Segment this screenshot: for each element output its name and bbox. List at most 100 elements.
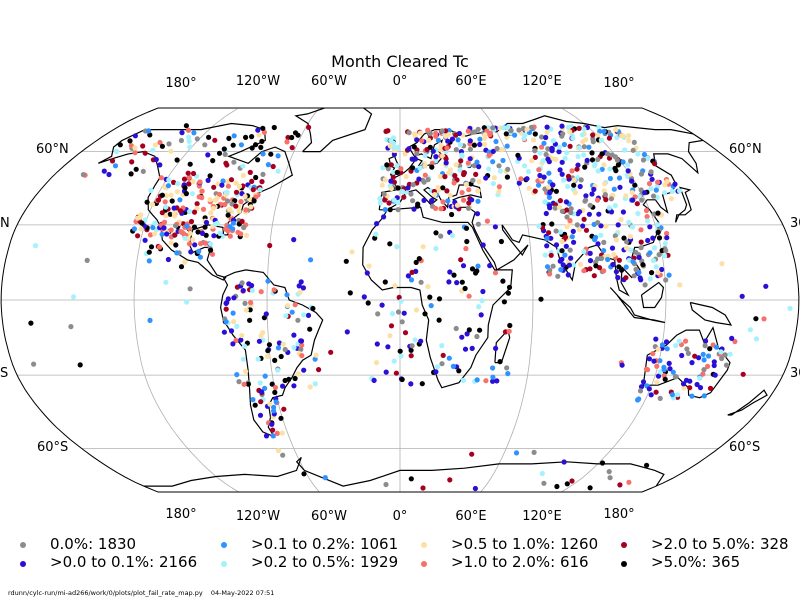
station-dot <box>408 353 414 359</box>
station-dot <box>377 200 383 206</box>
station-dot <box>106 171 112 178</box>
station-dot <box>632 182 638 188</box>
station-dot <box>596 211 602 217</box>
station-dot <box>483 175 489 181</box>
station-dot <box>393 370 399 376</box>
station-dot <box>718 349 724 355</box>
station-dot <box>589 150 595 156</box>
station-dot <box>272 384 278 391</box>
station-dot <box>532 188 538 194</box>
station-dot <box>202 224 208 230</box>
station-dot <box>753 316 759 322</box>
station-dot <box>467 156 473 162</box>
station-dot <box>607 475 613 481</box>
station-dot <box>147 232 154 238</box>
station-dot <box>198 241 204 247</box>
station-dot <box>226 135 232 141</box>
station-dot <box>470 177 476 183</box>
station-dot <box>301 312 307 318</box>
station-dot <box>422 311 428 317</box>
station-dot <box>624 239 630 245</box>
station-dot <box>531 137 537 143</box>
station-dot <box>361 294 367 300</box>
legend-label: >5.0%: 365 <box>651 553 741 571</box>
station-dot <box>427 294 433 300</box>
station-dot <box>261 129 267 135</box>
station-dot <box>247 307 253 313</box>
station-dot <box>740 371 746 377</box>
station-dot <box>601 239 607 245</box>
meridian-line <box>480 108 534 493</box>
station-dot <box>464 331 470 337</box>
station-dot <box>374 221 380 227</box>
station-dot <box>542 199 548 205</box>
station-dot <box>191 209 198 215</box>
station-dot <box>712 372 718 378</box>
station-dot <box>169 198 175 204</box>
station-dot <box>270 163 276 170</box>
station-dot <box>147 317 153 323</box>
station-dot <box>546 170 552 176</box>
station-dot <box>458 257 464 263</box>
station-dot <box>425 177 431 183</box>
station-dot <box>570 135 576 141</box>
station-dot <box>289 309 295 315</box>
station-dot <box>239 280 245 286</box>
station-dot <box>457 167 463 173</box>
station-dot <box>159 210 165 216</box>
station-dot <box>577 183 583 190</box>
station-dot <box>425 127 431 133</box>
station-dot <box>68 324 74 330</box>
station-dot <box>494 378 500 384</box>
station-dot <box>482 132 488 138</box>
station-dot <box>186 181 192 187</box>
station-dot <box>638 187 644 193</box>
station-dot <box>581 144 587 150</box>
station-dot <box>595 241 601 247</box>
map-title: Month Cleared Tc <box>331 52 469 71</box>
station-dot <box>84 257 90 263</box>
station-dot <box>445 170 451 176</box>
station-dot <box>664 235 670 241</box>
station-dot <box>630 259 636 265</box>
station-dot <box>182 235 188 241</box>
station-dot <box>132 133 138 139</box>
station-dot <box>567 217 573 224</box>
station-dot <box>614 134 620 141</box>
station-dot <box>438 233 444 239</box>
station-dot <box>372 235 378 241</box>
station-dot <box>364 270 370 276</box>
station-dot <box>618 217 624 223</box>
station-dot <box>571 239 577 245</box>
station-dot <box>621 235 627 241</box>
station-dot <box>199 188 205 194</box>
station-dot <box>753 336 760 342</box>
station-dot <box>500 157 506 164</box>
station-dot <box>465 205 472 211</box>
station-dot <box>168 240 174 246</box>
station-dot <box>631 139 637 145</box>
station-dot <box>609 152 615 158</box>
station-dot <box>433 205 439 211</box>
station-dot <box>183 123 189 129</box>
station-dot <box>664 230 670 237</box>
station-dot <box>628 247 634 253</box>
legend-label: >0.5 to 1.0%: 1260 <box>451 535 599 553</box>
coastline <box>362 206 513 389</box>
station-dot <box>587 485 593 491</box>
station-dot <box>553 242 560 248</box>
station-dot <box>626 219 632 225</box>
station-dot <box>566 262 573 268</box>
station-dot <box>477 136 483 142</box>
station-dot <box>270 427 276 433</box>
station-dot <box>208 210 214 216</box>
station-dot <box>591 186 597 192</box>
station-dot <box>238 231 244 237</box>
station-dot <box>490 374 496 380</box>
station-dot <box>398 166 404 172</box>
station-dot <box>554 483 560 490</box>
station-dot <box>258 389 265 395</box>
legend-marker-7 <box>621 561 627 567</box>
station-dot <box>212 197 218 203</box>
station-dot <box>474 159 480 165</box>
